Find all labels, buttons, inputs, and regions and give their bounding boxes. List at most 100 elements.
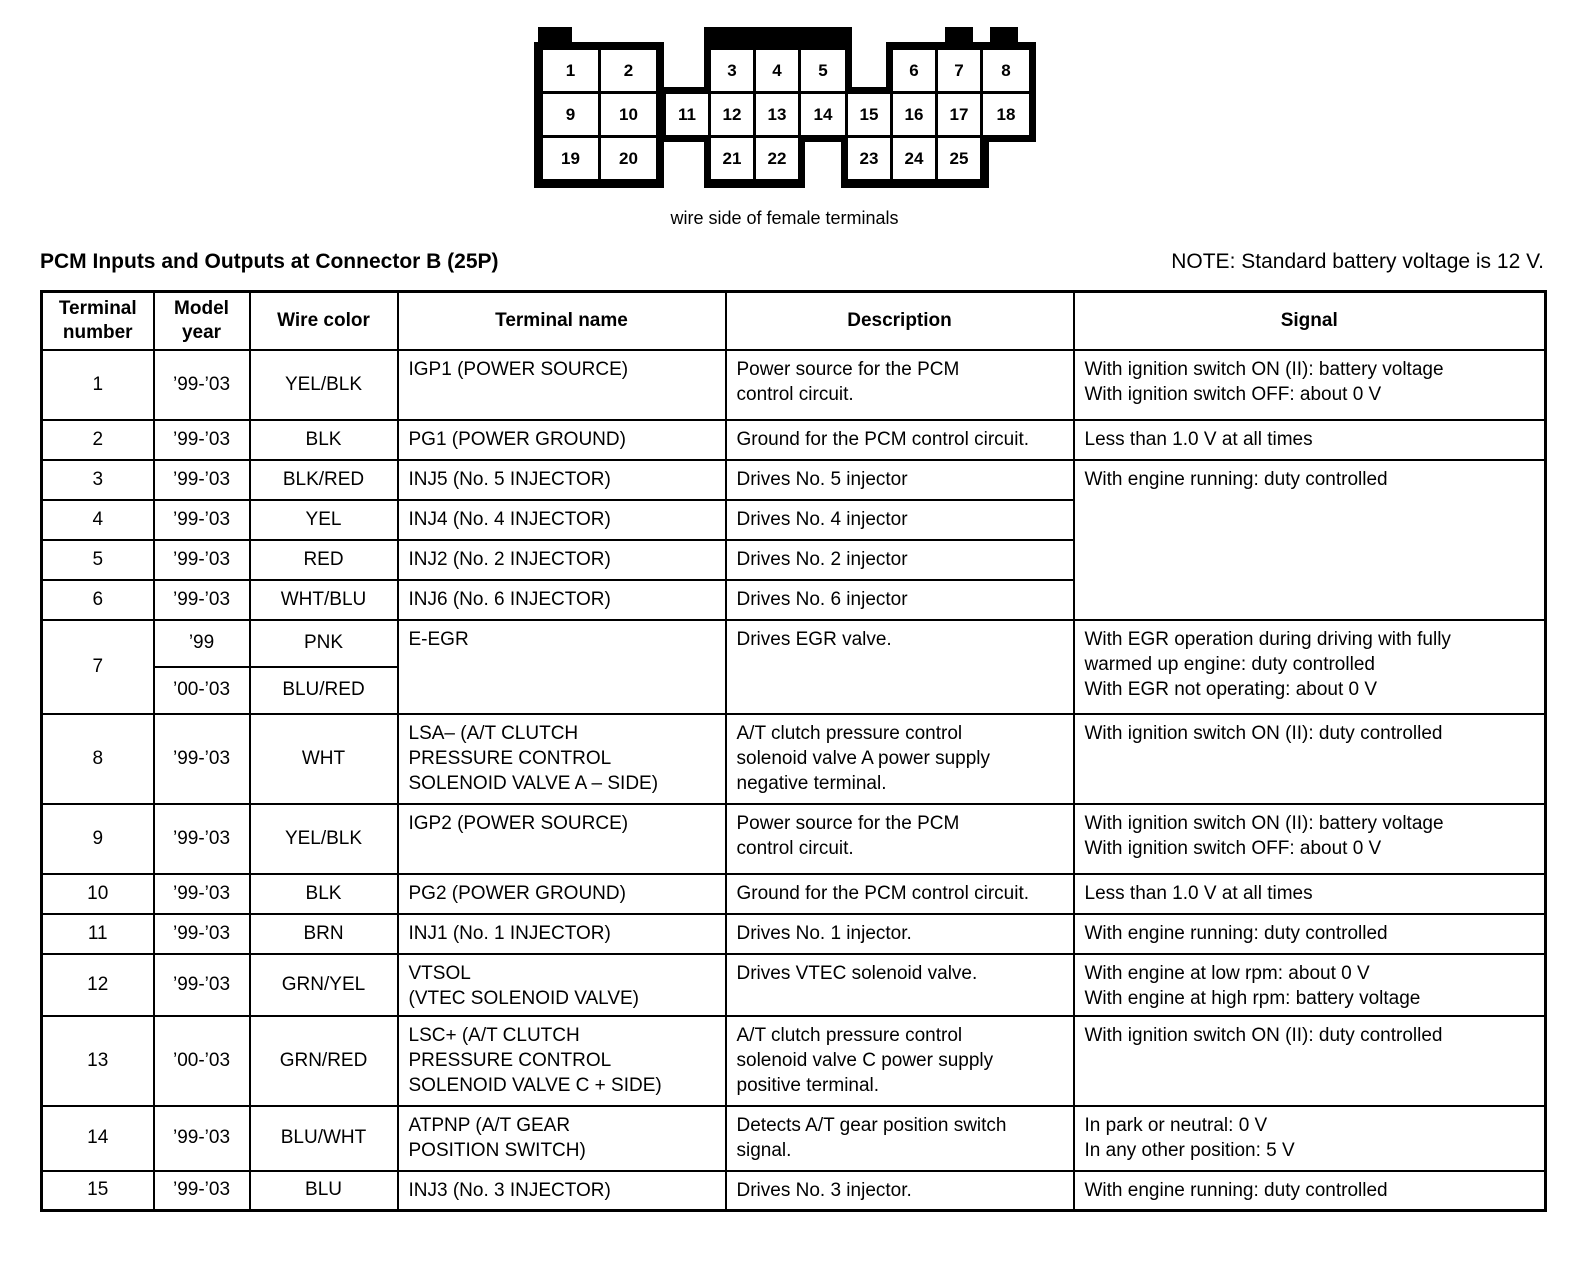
row-terminal-13: 13 ’00-’03 GRN/RED LSC+ (A/T CLUTCH PRES…	[40, 1014, 1547, 1107]
cell-description: A/T clutch pressure control solenoid val…	[724, 712, 1075, 805]
cell-wire-color: YEL	[248, 498, 399, 541]
cell-wire-color: WHT/BLU	[248, 578, 399, 621]
cell-terminal-name: ATPNP (A/T GEAR POSITION SWITCH)	[396, 1104, 727, 1172]
cell-terminal-name: LSC+ (A/T CLUTCH PRESSURE CONTROL SOLENO…	[396, 1014, 727, 1107]
cell-terminal-number: 12	[40, 952, 155, 1017]
cell-description: Drives No. 1 injector.	[724, 912, 1075, 955]
connector-cell-23: 23	[848, 138, 890, 179]
cell-signal: With engine running: duty controlled	[1072, 1169, 1547, 1212]
connector-cell-8: 8	[983, 50, 1029, 91]
cell-wire-color: BLU	[248, 1169, 399, 1212]
connector-cell-24: 24	[893, 138, 935, 179]
cell-signal: With engine at low rpm: about 0 V With e…	[1072, 952, 1547, 1017]
cell-model-year: ’99-’03	[152, 912, 251, 955]
cell-wire-color: GRN/YEL	[248, 952, 399, 1017]
battery-note: NOTE: Standard battery voltage is 12 V.	[1171, 250, 1544, 273]
row-terminal-3: 3 ’99-’03 BLK/RED INJ5 (No. 5 INJECTOR) …	[40, 458, 1547, 621]
cell-terminal-number: 6	[40, 578, 155, 621]
row-terminal-6: 6 ’99-’03 WHT/BLU INJ6 (No. 6 INJECTOR) …	[40, 578, 1546, 621]
cell-description: Power source for the PCM control circuit…	[724, 802, 1075, 875]
cell-signal: With ignition switch ON (II): battery vo…	[1072, 348, 1547, 421]
cell-terminal-name: INJ5 (No. 5 INJECTOR)	[396, 458, 727, 501]
cell-terminal-number: 5	[40, 538, 155, 581]
connector-cell-9: 9	[543, 94, 598, 135]
connector-cell-13: 13	[756, 94, 798, 135]
cell-terminal-number: 1	[40, 348, 155, 421]
cell-wire-color: BLU/WHT	[248, 1104, 399, 1172]
cell-description: Ground for the PCM control circuit.	[724, 418, 1075, 461]
cell-wire-color: YEL/BLK	[248, 802, 399, 875]
connector-cell-12: 12	[711, 94, 753, 135]
pinout-table: Terminal number Model year Wire color Te…	[40, 290, 1547, 1213]
cell-description: Drives No. 4 injector	[724, 498, 1075, 541]
cell-terminal-number: 13	[40, 1014, 155, 1107]
cell-terminal-name: PG1 (POWER GROUND)	[396, 418, 727, 461]
cell-description: Drives VTEC solenoid valve.	[724, 952, 1075, 1017]
connector-cell-20: 20	[601, 138, 656, 179]
cell-wire-color: BLK	[248, 872, 399, 915]
cell-terminal-number: 11	[40, 912, 155, 955]
cell-terminal-name: INJ4 (No. 4 INJECTOR)	[396, 498, 727, 541]
cell-terminal-name: E-EGR	[396, 618, 727, 715]
row-terminal-15: 15 ’99-’03 BLU INJ3 (No. 3 INJECTOR) Dri…	[40, 1169, 1547, 1212]
cell-terminal-name: PG2 (POWER GROUND)	[396, 872, 727, 915]
connector-cell-4: 4	[756, 50, 798, 91]
cell-terminal-name: INJ2 (No. 2 INJECTOR)	[396, 538, 727, 581]
connector-cell-6: 6	[893, 50, 935, 91]
col-header-wire-color: Wire color	[248, 290, 399, 351]
cell-description: A/T clutch pressure control solenoid val…	[724, 1014, 1075, 1107]
connector-cell-17: 17	[938, 94, 980, 135]
col-header-signal: Signal	[1072, 290, 1547, 351]
cell-terminal-name: VTSOL (VTEC SOLENOID VALVE)	[396, 952, 727, 1017]
cell-terminal-number: 15	[40, 1169, 155, 1212]
row-terminal-9: 9 ’99-’03 YEL/BLK IGP2 (POWER SOURCE) Po…	[40, 802, 1547, 875]
row-terminal-14: 14 ’99-’03 BLU/WHT ATPNP (A/T GEAR POSIT…	[40, 1104, 1547, 1172]
cell-wire-color: WHT	[248, 712, 399, 805]
cell-model-year: ’99-’03	[152, 538, 251, 581]
cell-terminal-name: INJ1 (No. 1 INJECTOR)	[396, 912, 727, 955]
row-terminal-7a: 7 ’99 PNK E-EGR Drives EGR valve. With E…	[40, 618, 1547, 715]
cell-model-year: ’99-’03	[152, 1169, 251, 1212]
cell-signal: With engine running: duty controlled	[1072, 912, 1547, 955]
cell-terminal-number: 10	[40, 872, 155, 915]
connector-cell-25: 25	[938, 138, 980, 179]
cell-terminal-number: 3	[40, 458, 155, 501]
cell-wire-color: BLK	[248, 418, 399, 461]
connector-cell-2: 2	[601, 50, 656, 91]
col-header-terminal-number: Terminal number	[40, 290, 155, 351]
cell-description: Drives No. 3 injector.	[724, 1169, 1075, 1212]
page-title: PCM Inputs and Outputs at Connector B (2…	[40, 250, 499, 273]
row-terminal-8: 8 ’99-’03 WHT LSA– (A/T CLUTCH PRESSURE …	[40, 712, 1547, 805]
wire-side-caption: wire side of female terminals	[670, 208, 899, 228]
cell-model-year: ’99-’03	[152, 498, 251, 541]
table-header-row: Terminal number Model year Wire color Te…	[40, 290, 1547, 351]
row-terminal-5: 5 ’99-’03 RED INJ2 (No. 2 INJECTOR) Driv…	[40, 538, 1546, 581]
cell-signal: In park or neutral: 0 V In any other pos…	[1072, 1104, 1547, 1172]
connector-cell-15: 15	[848, 94, 890, 135]
heading-row: PCM Inputs and Outputs at Connector B (2…	[0, 250, 1584, 274]
cell-description: Ground for the PCM control circuit.	[724, 872, 1075, 915]
cell-model-year: ’99-’03	[152, 872, 251, 915]
cell-description: Detects A/T gear position switch signal.	[724, 1104, 1075, 1172]
cell-model-year: ’99-’03	[152, 348, 251, 421]
cell-terminal-name: INJ6 (No. 6 INJECTOR)	[396, 578, 727, 621]
cell-model-year: ’99-’03	[152, 802, 251, 875]
col-header-description: Description	[724, 290, 1075, 351]
row-terminal-12: 12 ’99-’03 GRN/YEL VTSOL (VTEC SOLENOID …	[40, 952, 1547, 1017]
cell-wire-color: YEL/BLK	[248, 348, 399, 421]
row-terminal-10: 10 ’99-’03 BLK PG2 (POWER GROUND) Ground…	[40, 872, 1547, 915]
cell-terminal-number: 4	[40, 498, 155, 541]
connector-cell-14: 14	[801, 94, 845, 135]
cell-terminal-name: IGP1 (POWER SOURCE)	[396, 348, 727, 421]
connector-cell-21: 21	[711, 138, 753, 179]
cell-terminal-number: 8	[40, 712, 155, 805]
connector-cell-5: 5	[801, 50, 845, 91]
cell-model-year: ’99-’03	[152, 952, 251, 1017]
cell-signal: With ignition switch ON (II): duty contr…	[1072, 712, 1547, 805]
col-header-model-year: Model year	[152, 290, 251, 351]
cell-signal: With ignition switch ON (II): duty contr…	[1072, 1014, 1547, 1107]
connector-cell-18: 18	[983, 94, 1029, 135]
cell-model-year: ’99-’03	[152, 578, 251, 621]
row-terminal-4: 4 ’99-’03 YEL INJ4 (No. 4 INJECTOR) Driv…	[40, 498, 1546, 541]
